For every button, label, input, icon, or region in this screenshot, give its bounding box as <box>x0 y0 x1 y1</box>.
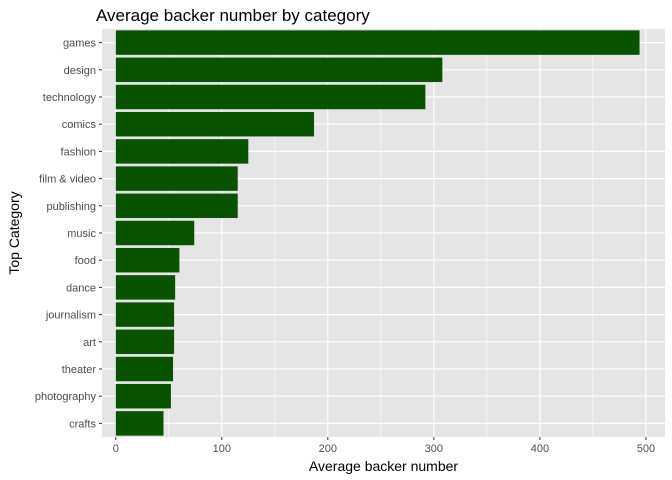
y-tick-label: fashion <box>61 146 96 158</box>
bar-technology <box>115 84 426 110</box>
bar-music <box>115 220 195 246</box>
y-tick-label: art <box>83 337 96 349</box>
bars-group <box>115 30 640 436</box>
x-tick-label: 400 <box>531 443 549 455</box>
y-tick-label: crafts <box>69 418 96 430</box>
y-tick-label: theater <box>62 364 97 376</box>
y-tick-label: publishing <box>46 201 96 213</box>
y-tick-label: photography <box>35 391 97 403</box>
x-axis-title: Average backer number <box>309 458 458 474</box>
y-tick-label: comics <box>62 119 97 131</box>
bar-games <box>115 30 640 55</box>
chart-title: Average backer number by category <box>96 6 370 25</box>
y-axis-title: Top Category <box>6 191 22 274</box>
bar-crafts <box>115 411 164 436</box>
bar-design <box>115 57 443 83</box>
bar-theater <box>115 356 174 382</box>
y-tick-label: technology <box>43 92 97 104</box>
bar-food <box>115 247 180 273</box>
bar-fashion <box>115 139 249 164</box>
x-tick-label: 100 <box>213 443 231 455</box>
bar-photography <box>115 383 171 409</box>
y-tick-label: film & video <box>39 174 96 186</box>
x-tick-label: 500 <box>637 443 655 455</box>
y-tick-label: journalism <box>45 310 96 322</box>
x-tick-label: 200 <box>319 443 337 455</box>
bar-publishing <box>115 193 238 219</box>
y-tick-label: food <box>75 255 96 267</box>
bar-film-video <box>115 166 238 191</box>
major-gridlines <box>102 29 665 437</box>
y-tick-label: music <box>67 228 96 240</box>
bar-journalism <box>115 302 175 327</box>
y-tick-label: dance <box>66 282 96 294</box>
bar-art <box>115 329 175 355</box>
bar-comics <box>115 111 315 137</box>
x-axis-ticks: 0 100 200 300 400 500 <box>113 437 655 455</box>
y-axis-ticks: games design technology comics fashion film &… <box>35 38 102 430</box>
x-tick-label: 0 <box>113 443 119 455</box>
bar-dance <box>115 275 176 300</box>
y-tick-label: games <box>63 38 97 50</box>
x-tick-label: 300 <box>425 443 443 455</box>
y-tick-label: design <box>64 65 96 77</box>
